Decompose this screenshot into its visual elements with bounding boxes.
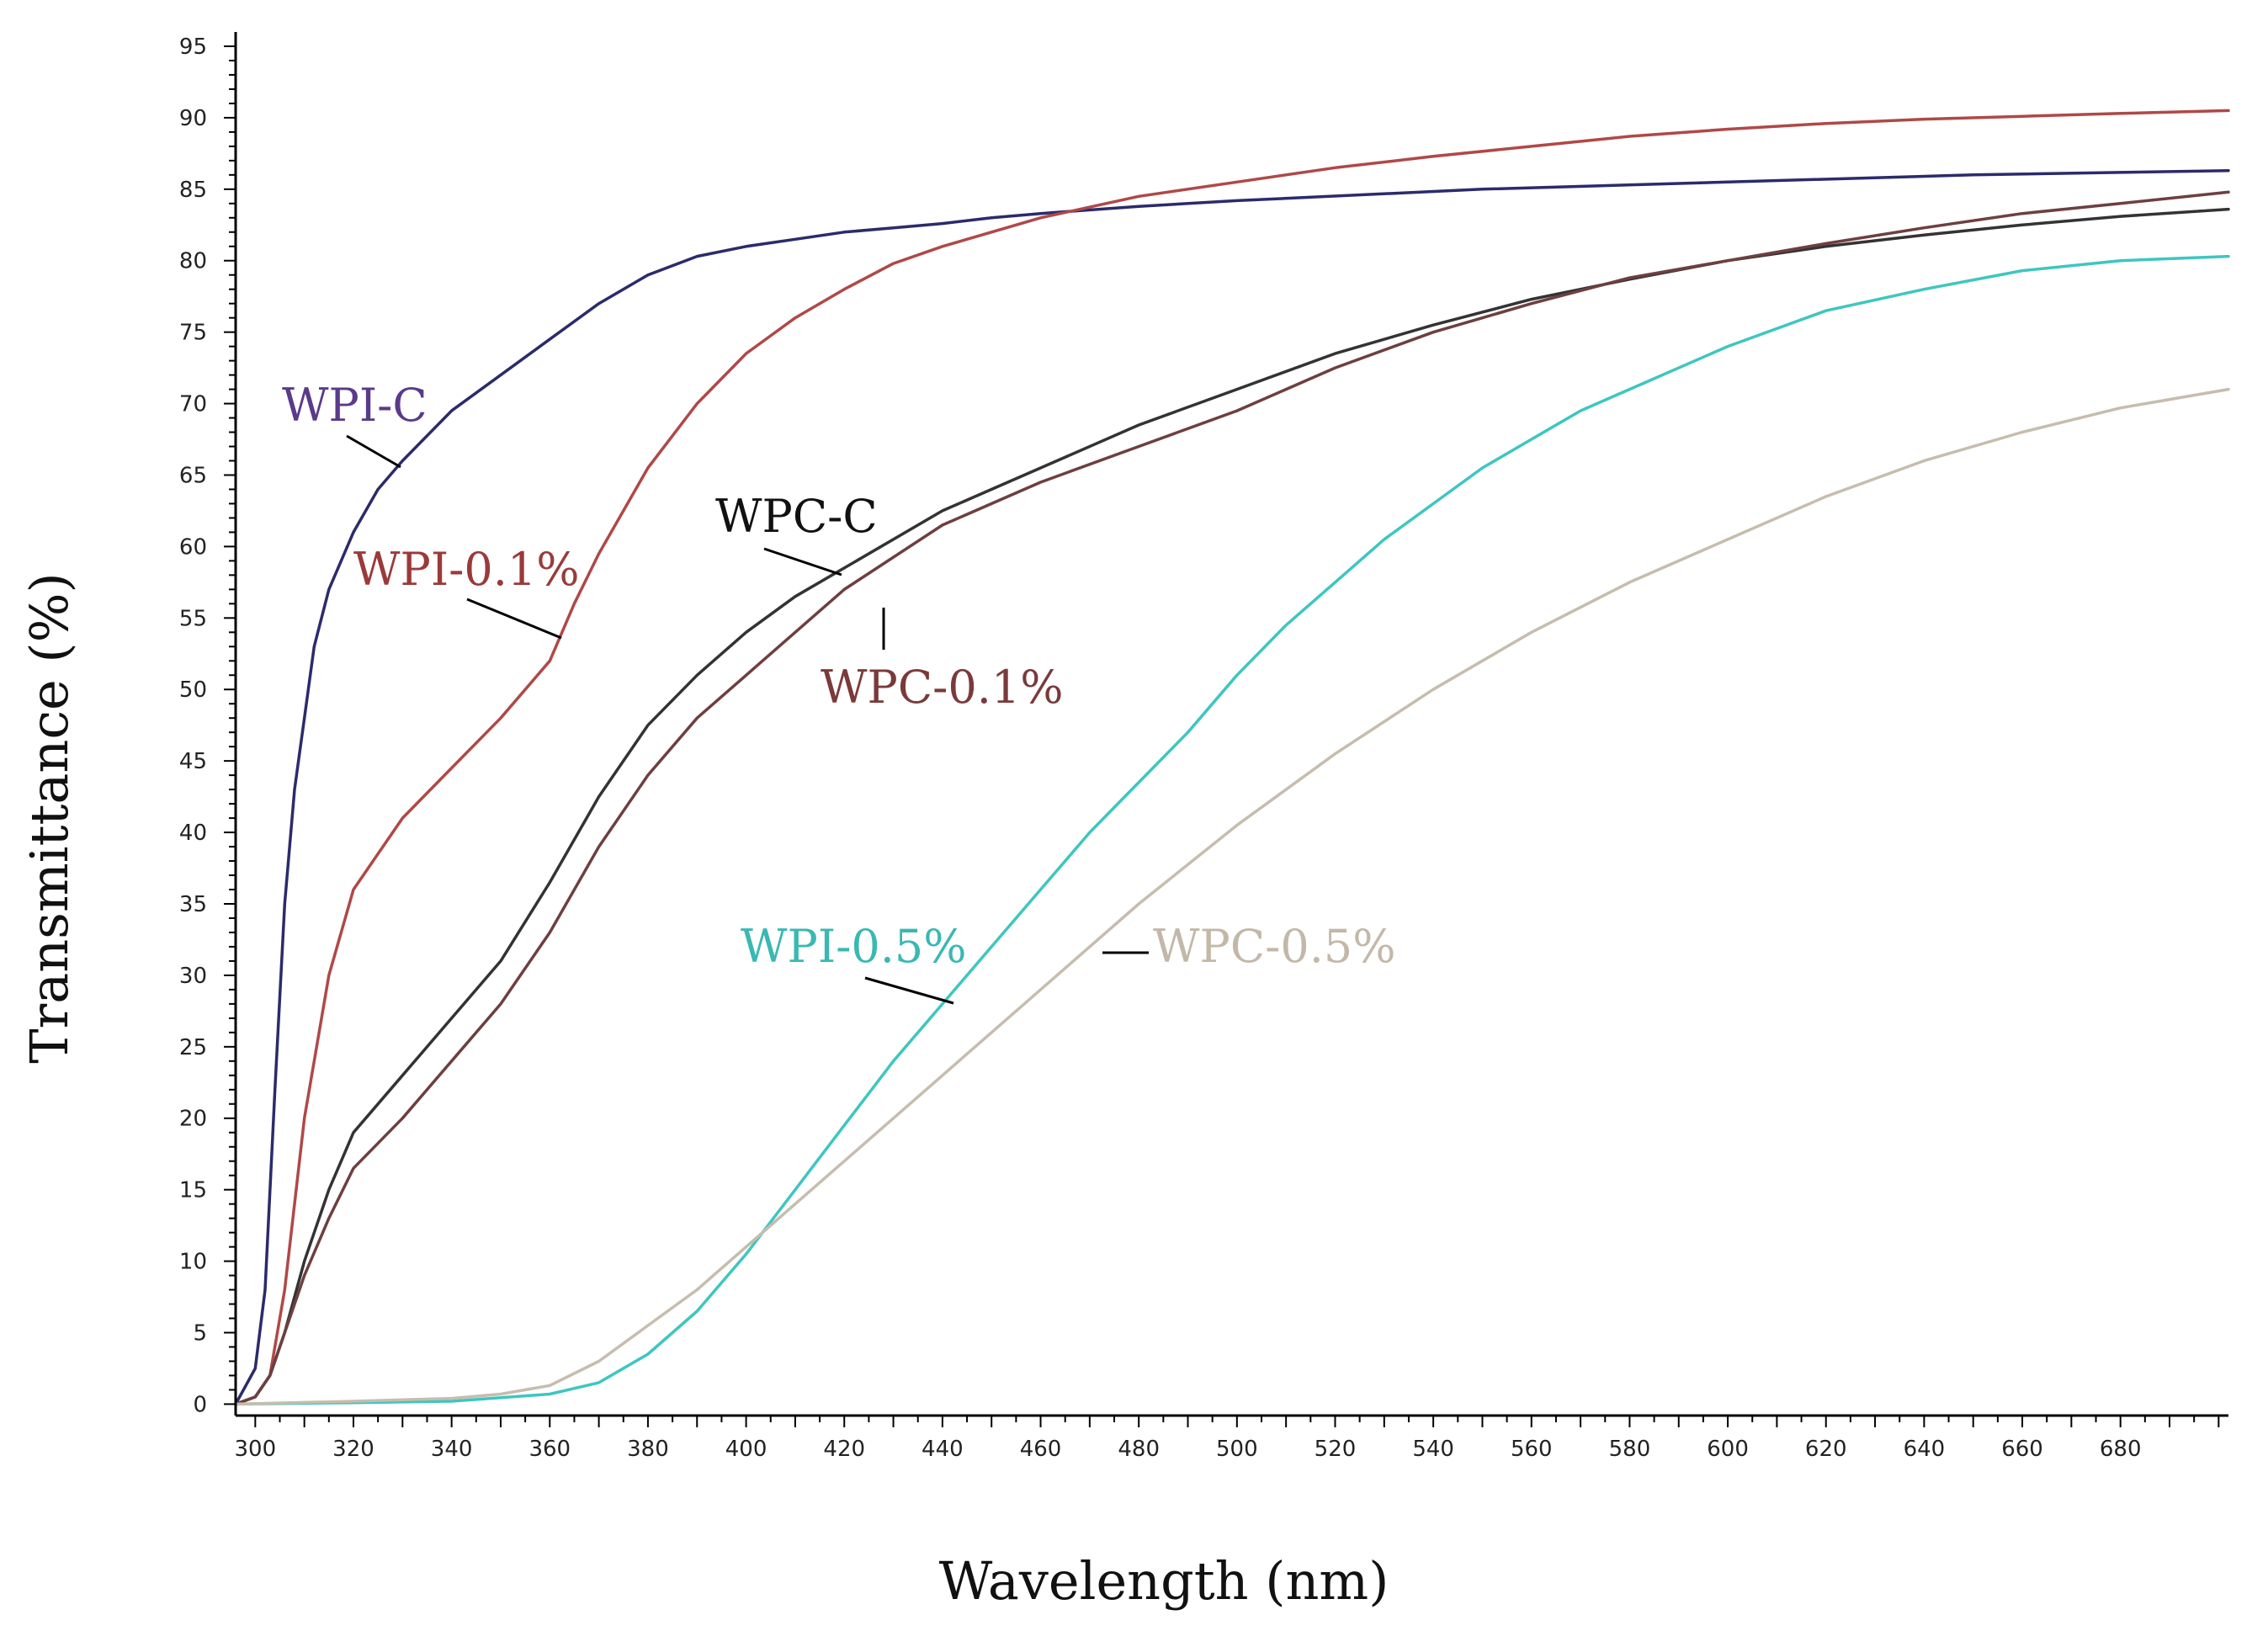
leader-wpc-c — [763, 547, 842, 576]
x-tick-label: 400 — [725, 1437, 768, 1462]
leader-wpi-c — [346, 434, 401, 469]
x-axis-title: Wavelength (nm) — [939, 1550, 1389, 1612]
x-tick-label: 560 — [1511, 1437, 1553, 1462]
x-tick-label: 420 — [823, 1437, 865, 1462]
label-wpi-c: WPI-C — [282, 379, 428, 432]
label-wpi-0-1: WPI-0.1% — [353, 543, 580, 596]
y-ticks: 0 5 10 15 20 25 30 35 40 45 50 55 60 65 70 75 80 85 90 95 — [179, 35, 236, 1417]
label-wpc-0-5: WPC-0.5% — [1153, 920, 1396, 973]
y-tick-label: 75 — [179, 321, 207, 346]
series-line-wpi-0-5 — [234, 254, 2230, 1406]
leader-wpi-0-5 — [864, 976, 954, 1005]
y-tick-label: 80 — [179, 249, 207, 274]
x-tick-label: 660 — [2001, 1437, 2043, 1462]
y-tick-label: 65 — [179, 463, 207, 488]
y-tick-label: 55 — [179, 606, 207, 631]
y-tick-label: 30 — [179, 964, 207, 989]
x-tick-label: 540 — [1412, 1437, 1454, 1462]
x-tick-label: 440 — [922, 1437, 964, 1462]
label-wpi-0-5: WPI-0.5% — [741, 920, 967, 973]
y-tick-label: 50 — [179, 677, 207, 703]
series-line-wpc-0-1 — [234, 190, 2230, 1406]
x-tick-label: 580 — [1609, 1437, 1651, 1462]
y-tick-label: 35 — [179, 892, 207, 917]
y-tick-label: 90 — [179, 106, 207, 131]
x-tick-label: 360 — [528, 1437, 571, 1462]
x-tick-label: 640 — [1904, 1437, 1946, 1462]
x-tick-label: 600 — [1707, 1437, 1749, 1462]
x-tick-label: 320 — [332, 1437, 374, 1462]
leader-wpi-0-1 — [466, 598, 562, 640]
label-wpc-c: WPC-C — [715, 490, 878, 543]
series-line-wpc-0-5 — [234, 387, 2230, 1406]
x-tick-label: 340 — [431, 1437, 473, 1462]
y-tick-label: 25 — [179, 1035, 207, 1060]
y-tick-label: 0 — [193, 1392, 207, 1417]
y-tick-label: 20 — [179, 1107, 207, 1132]
x-ticks: 300 320 340 360 380 400 420 440 460 480 500 520 540 5… — [235, 1416, 2220, 1462]
series-line-wpi-0-1 — [234, 109, 2230, 1406]
y-tick-label: 70 — [179, 392, 207, 417]
x-tick-label: 480 — [1118, 1437, 1160, 1462]
x-tick-label: 680 — [2100, 1437, 2142, 1462]
y-tick-label: 95 — [179, 35, 207, 60]
x-tick-label: 520 — [1315, 1437, 1357, 1462]
series-labels: WPI-C WPI-0.1% WPC-C WPC-0.1% WPI-0.5% W… — [282, 379, 1396, 1005]
x-tick-label: 460 — [1020, 1437, 1062, 1462]
y-tick-label: 85 — [179, 178, 207, 203]
y-tick-label: 5 — [193, 1320, 207, 1346]
y-tick-label: 45 — [179, 749, 207, 774]
y-tick-label: 40 — [179, 821, 207, 846]
label-wpc-0-1: WPC-0.1% — [821, 661, 1064, 714]
y-tick-label: 60 — [179, 534, 207, 560]
y-tick-label: 10 — [179, 1250, 207, 1275]
y-tick-label: 15 — [179, 1178, 207, 1203]
y-axis-title: Transmittance (%) — [19, 572, 80, 1063]
axes-layer: 300 320 340 360 380 400 420 440 460 480 500 520 540 5… — [179, 32, 2228, 1462]
x-tick-label: 620 — [1805, 1437, 1847, 1462]
series-line-wpi-c — [234, 168, 2230, 1406]
x-tick-label: 500 — [1216, 1437, 1258, 1462]
x-tick-label: 380 — [627, 1437, 669, 1462]
x-tick-label: 300 — [235, 1437, 277, 1462]
series-layer — [234, 109, 2230, 1406]
